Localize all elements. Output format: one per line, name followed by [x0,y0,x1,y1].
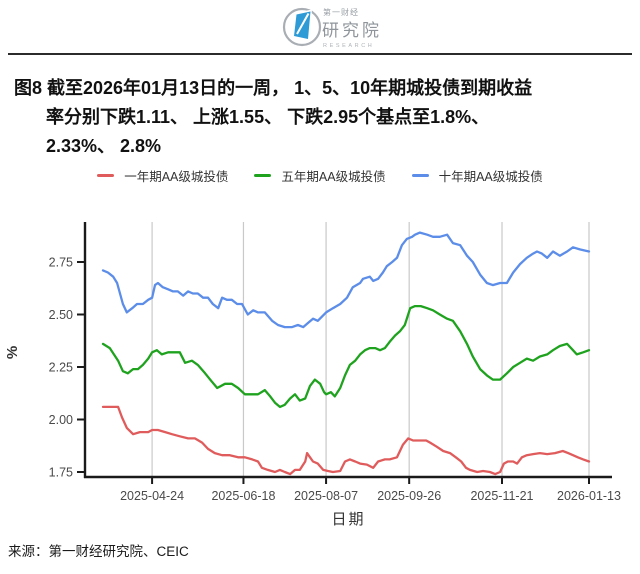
logo-brand-top: 第一财经 [323,7,359,17]
y-tick-label-1.75: 1.75 [49,466,73,480]
x-tick-label-2025-04-24: 2025-04-24 [120,489,184,503]
legend-item-5y: 五年期AA级城投债 [254,166,386,185]
header-divider [8,53,632,55]
yicai-logo-icon: 第一财经 研究院 RESEARCH [282,7,381,49]
series-line-十年期AA级城投债 [101,231,591,329]
logo-brand-sub: RESEARCH [323,43,374,49]
legend-item-1y: 一年期AA级城投债 [97,166,228,185]
logo-brand-main: 研究院 [322,21,381,40]
source-note: 来源：第一财经研究院、CEIC [8,544,189,559]
legend-dash-10y-icon [411,173,429,178]
x-tick-label-2025-06-18: 2025-06-18 [211,489,275,503]
y-tick-label-2: 2.00 [49,413,73,427]
figure-title-line-2: 率分别下跌1.11、 上涨1.55、 下跌2.95个基点至1.8%、 [46,107,490,127]
x-tick-label-2026-01-13: 2026-01-13 [557,489,621,503]
chart-legend: 一年期AA级城投债 五年期AA级城投债 十年期AA级城投债 [0,166,640,185]
x-axis-title: 日期 [331,511,366,528]
legend-dash-1y-icon [97,173,115,178]
x-tick-label-2025-09-26: 2025-09-26 [377,489,441,503]
legend-label-10y: 十年期AA级城投债 [438,170,543,184]
legend-dash-5y-icon [254,173,272,178]
legend-label-1y: 一年期AA级城投债 [124,170,229,184]
series-line-五年期AA级城投债 [101,304,591,409]
legend-label-5y: 五年期AA级城投债 [281,170,386,184]
x-tick-label-2025-11-21: 2025-11-21 [470,489,533,503]
figure-title-line-3: 2.33%、 2.8% [46,136,162,156]
series-line-一年期AA级城投债 [101,405,591,476]
figure-title-line-1: 图8 截至2026年01月13日的一周， 1、5、10年期城投债到期收益 [14,78,533,98]
y-tick-label-2.25: 2.25 [49,361,73,375]
logo-ring [282,7,322,47]
figure-title: 图8 截至2026年01月13日的一周， 1、5、10年期城投债到期收益 率分别… [14,74,628,161]
legend-item-10y: 十年期AA级城投债 [411,166,543,185]
yicai-research-logo: 第一财经 研究院 RESEARCH [281,3,381,51]
y-axis-title: % [4,345,22,360]
x-tick-label-2025-08-07: 2025-08-07 [294,489,358,503]
logo-flag-slash [296,13,310,35]
y-tick-label-2.75: 2.75 [49,256,73,270]
y-tick-label-2.5: 2.50 [49,308,73,322]
